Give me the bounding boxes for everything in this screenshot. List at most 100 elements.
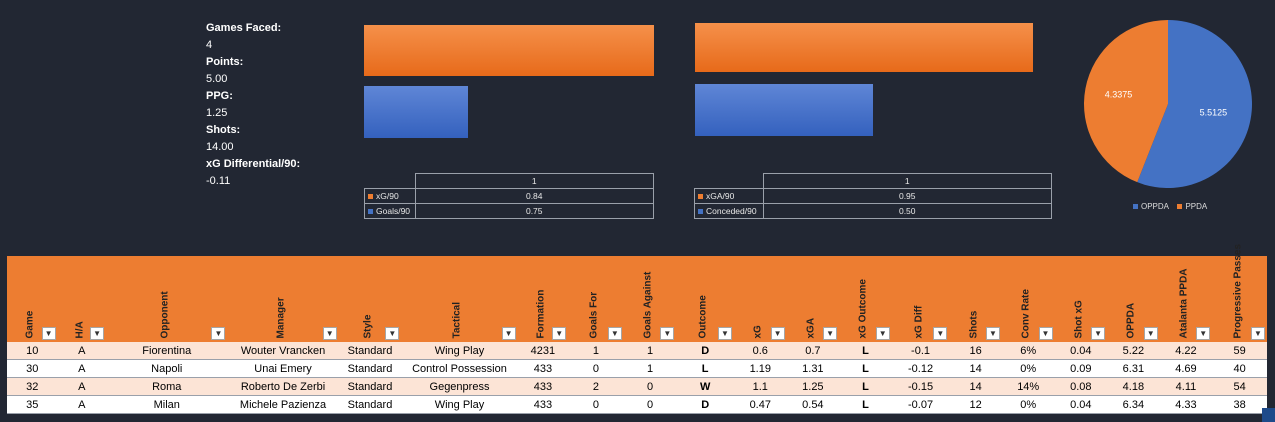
table-cell[interactable]: 6.31 — [1107, 359, 1160, 378]
table-cell[interactable]: 1.25 — [786, 377, 840, 396]
table-cell[interactable]: 0 — [623, 377, 677, 396]
table-cell[interactable]: A — [57, 377, 107, 396]
xga90-bar[interactable] — [695, 23, 1033, 72]
table-row[interactable]: 32 A Roma Roberto De Zerbi Standard Gegenpres… — [7, 377, 1267, 396]
table-cell[interactable]: 0.7 — [786, 342, 840, 360]
table-cell[interactable]: 0.04 — [1054, 395, 1108, 414]
table-cell[interactable]: 1 — [568, 342, 624, 360]
filter-dropdown-icon[interactable]: ▼ — [607, 327, 622, 340]
filter-dropdown-icon[interactable]: ▼ — [1143, 327, 1158, 340]
table-cell[interactable]: Milan — [106, 395, 228, 414]
table-cell[interactable]: 59 — [1212, 342, 1267, 360]
filter-dropdown-icon[interactable]: ▼ — [385, 327, 400, 340]
table-cell[interactable]: 6.34 — [1107, 395, 1160, 414]
filter-dropdown-icon[interactable]: ▼ — [501, 327, 516, 340]
table-cell[interactable]: 16 — [949, 342, 1002, 360]
table-cell[interactable]: 0.09 — [1054, 359, 1108, 378]
table-cell[interactable]: 10 — [7, 342, 58, 360]
table-row[interactable]: 35 A Milan Michele Pazienza Standard Wing Pla… — [7, 395, 1267, 414]
table-cell[interactable]: A — [57, 342, 107, 360]
filter-active-icon[interactable]: ▼ — [875, 327, 890, 340]
table-cell[interactable]: 4.22 — [1159, 342, 1213, 360]
table-cell[interactable]: 433 — [517, 395, 569, 414]
table-cell[interactable]: Michele Pazienza — [227, 395, 339, 414]
table-cell[interactable]: 0.04 — [1054, 342, 1108, 360]
table-cell[interactable]: Wing Play — [401, 342, 518, 360]
selection-handle[interactable] — [1262, 408, 1275, 422]
filter-dropdown-icon[interactable]: ▼ — [1196, 327, 1211, 340]
filter-dropdown-icon[interactable]: ▼ — [823, 327, 838, 340]
table-cell[interactable]: D — [676, 395, 734, 414]
table-cell[interactable]: 40 — [1212, 359, 1267, 378]
table-cell[interactable]: D — [676, 342, 734, 360]
table-cell[interactable]: 4.69 — [1159, 359, 1213, 378]
table-cell[interactable]: Standard — [338, 377, 402, 396]
table-cell[interactable]: 32 — [7, 377, 58, 396]
pie-slice-ppda[interactable] — [1084, 20, 1168, 183]
table-cell[interactable]: 54 — [1212, 377, 1267, 396]
filter-dropdown-icon[interactable]: ▼ — [1038, 327, 1053, 340]
table-cell[interactable]: 1 — [623, 342, 677, 360]
table-cell[interactable]: 0.6 — [733, 342, 787, 360]
filter-dropdown-icon[interactable]: ▼ — [1091, 327, 1106, 340]
table-cell[interactable]: -0.1 — [891, 342, 950, 360]
table-cell[interactable]: 14 — [949, 359, 1002, 378]
table-cell[interactable]: Roma — [106, 377, 228, 396]
filter-dropdown-icon[interactable]: ▼ — [211, 327, 226, 340]
filter-dropdown-icon[interactable]: ▼ — [717, 327, 732, 340]
table-cell[interactable]: A — [57, 359, 107, 378]
table-cell[interactable]: 30 — [7, 359, 58, 378]
xg90-bar[interactable] — [364, 25, 654, 76]
table-cell[interactable]: 2 — [568, 377, 624, 396]
table-cell[interactable]: L — [839, 342, 892, 360]
table-cell[interactable]: 0.47 — [733, 395, 787, 414]
pie-slice-oppda[interactable] — [1137, 20, 1252, 188]
table-cell[interactable]: A — [57, 395, 107, 414]
table-cell[interactable]: 12 — [949, 395, 1002, 414]
table-cell[interactable]: 38 — [1212, 395, 1267, 414]
table-cell[interactable]: Wing Play — [401, 395, 518, 414]
table-cell[interactable]: -0.07 — [891, 395, 950, 414]
table-cell[interactable]: L — [839, 359, 892, 378]
goals90-bar[interactable] — [364, 86, 468, 138]
table-cell[interactable]: Wouter Vrancken — [227, 342, 339, 360]
table-cell[interactable]: 0% — [1001, 359, 1055, 378]
filter-dropdown-icon[interactable]: ▼ — [1251, 327, 1265, 340]
table-cell[interactable]: 4.18 — [1107, 377, 1160, 396]
table-cell[interactable]: 1.31 — [786, 359, 840, 378]
table-cell[interactable]: Standard — [338, 395, 402, 414]
table-cell[interactable]: Napoli — [106, 359, 228, 378]
filter-dropdown-icon[interactable]: ▼ — [552, 327, 567, 340]
filter-dropdown-icon[interactable]: ▼ — [985, 327, 1000, 340]
table-cell[interactable]: L — [839, 395, 892, 414]
table-cell[interactable]: 5.22 — [1107, 342, 1160, 360]
conceded90-bar[interactable] — [695, 84, 873, 136]
filter-dropdown-icon[interactable]: ▼ — [660, 327, 675, 340]
filter-dropdown-icon[interactable]: ▼ — [322, 327, 337, 340]
table-cell[interactable]: L — [676, 359, 734, 378]
filter-dropdown-icon[interactable]: ▼ — [41, 327, 56, 340]
table-cell[interactable]: 4.11 — [1159, 377, 1213, 396]
table-cell[interactable]: 6% — [1001, 342, 1055, 360]
table-cell[interactable]: 0 — [568, 359, 624, 378]
table-cell[interactable]: Standard — [338, 342, 402, 360]
table-cell[interactable]: 0% — [1001, 395, 1055, 414]
table-cell[interactable]: 0 — [568, 395, 624, 414]
table-cell[interactable]: 0 — [623, 395, 677, 414]
table-cell[interactable]: 1.19 — [733, 359, 787, 378]
table-cell[interactable]: 1 — [623, 359, 677, 378]
table-cell[interactable]: 0.08 — [1054, 377, 1108, 396]
filter-dropdown-icon[interactable]: ▼ — [90, 327, 105, 340]
table-cell[interactable]: W — [676, 377, 734, 396]
table-cell[interactable]: Fiorentina — [106, 342, 228, 360]
table-cell[interactable]: 433 — [517, 359, 569, 378]
table-row[interactable]: 10 A Fiorentina Wouter Vrancken Standard Wing… — [7, 342, 1267, 360]
filter-dropdown-icon[interactable]: ▼ — [933, 327, 948, 340]
table-cell[interactable]: 1.1 — [733, 377, 787, 396]
ppda-pie-chart[interactable]: 5.5125 4.3375 — [1083, 19, 1253, 189]
table-cell[interactable]: 433 — [517, 377, 569, 396]
table-cell[interactable]: -0.15 — [891, 377, 950, 396]
table-cell[interactable]: -0.12 — [891, 359, 950, 378]
table-cell[interactable]: 14% — [1001, 377, 1055, 396]
table-row[interactable]: 30 A Napoli Unai Emery Standard Control Posse… — [7, 359, 1267, 378]
